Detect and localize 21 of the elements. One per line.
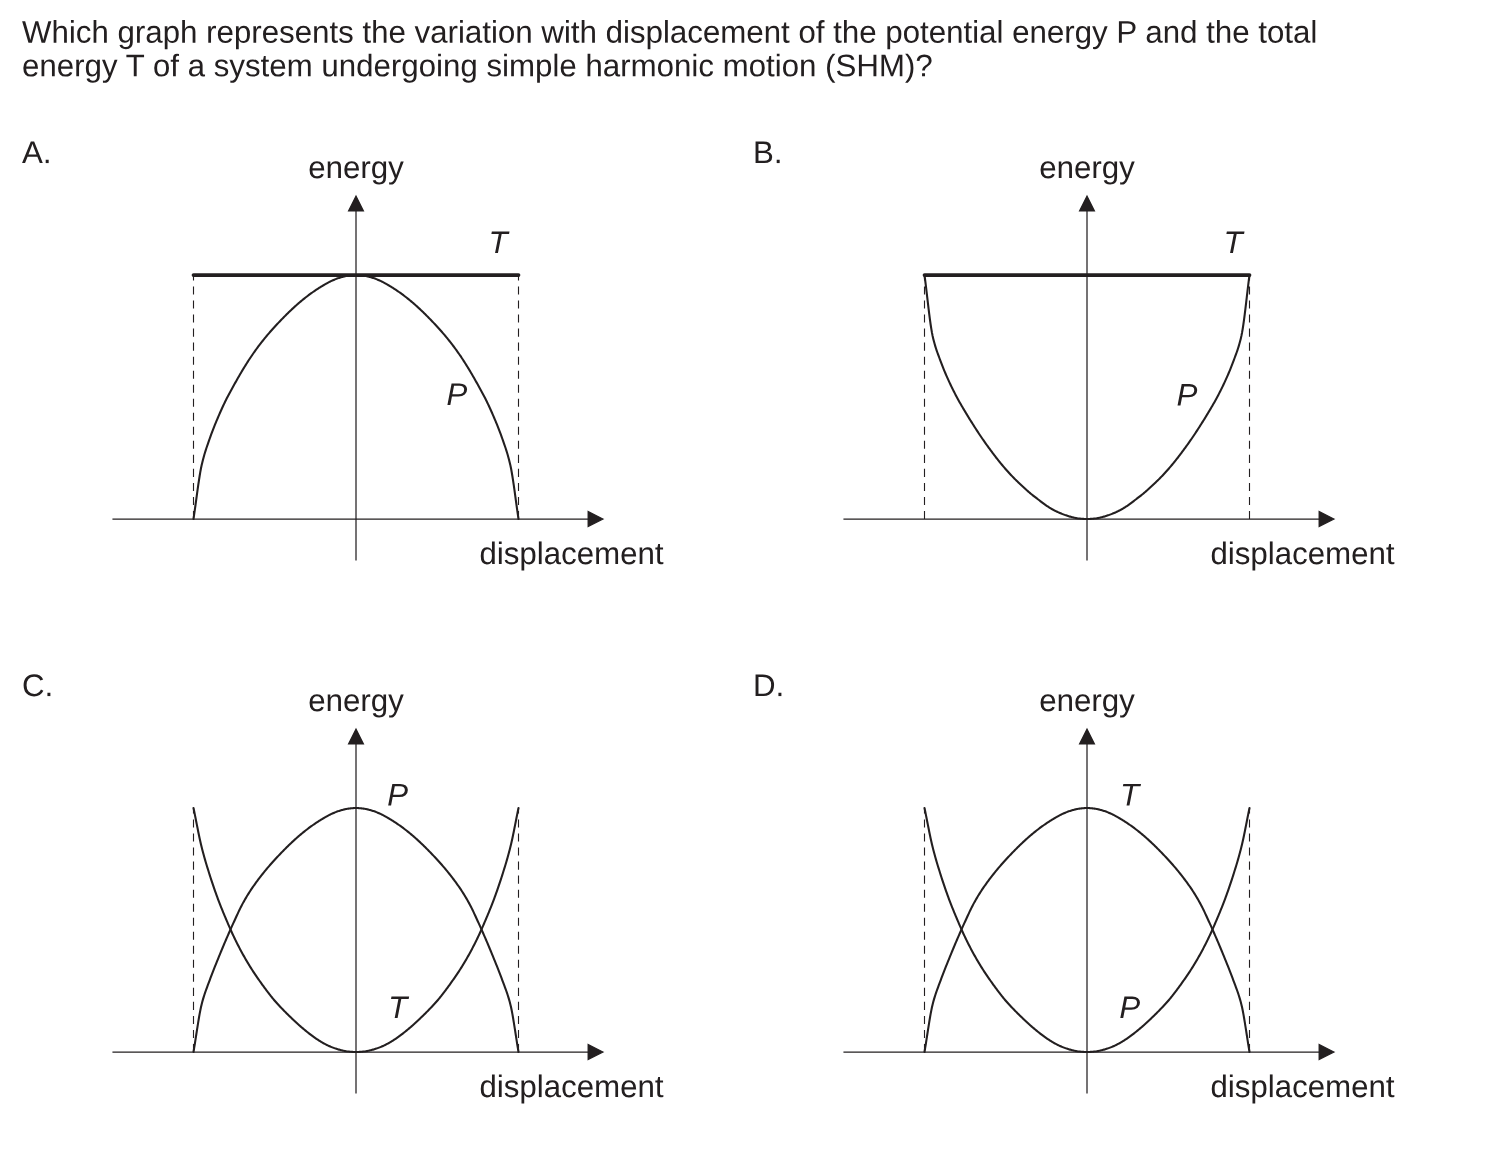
y-axis-title: energy	[1040, 161, 1135, 185]
series-label: T	[491, 231, 510, 254]
x-axis-title: displacement	[480, 1074, 664, 1104]
y-axis-title: energy	[309, 694, 404, 718]
series-label: P	[388, 783, 408, 806]
series-label: T	[391, 996, 410, 1019]
y-axis-title: energy	[1040, 694, 1135, 718]
series-label: P	[447, 383, 468, 405]
x-axis-title: displacement	[480, 541, 664, 571]
series-label: P	[1120, 996, 1140, 1019]
y-axis-title: energy	[309, 161, 404, 185]
text: Which graph represents the variation with displacement of the potential energy P and the total energy T of a system undergoing simple harmonic motion (SHM)?	[22, 20, 1316, 83]
chart-title: A.	[22, 141, 49, 164]
series-label: P	[1177, 384, 1198, 406]
chart-title: B.	[755, 141, 780, 164]
x-axis-title: displacement	[1211, 541, 1395, 571]
x-axis-title: displacement	[1211, 1074, 1395, 1104]
chart-title: C.	[23, 674, 51, 697]
series-label: T	[1226, 231, 1245, 254]
series-label: T	[1122, 783, 1142, 806]
chart-title: D.	[755, 674, 782, 697]
